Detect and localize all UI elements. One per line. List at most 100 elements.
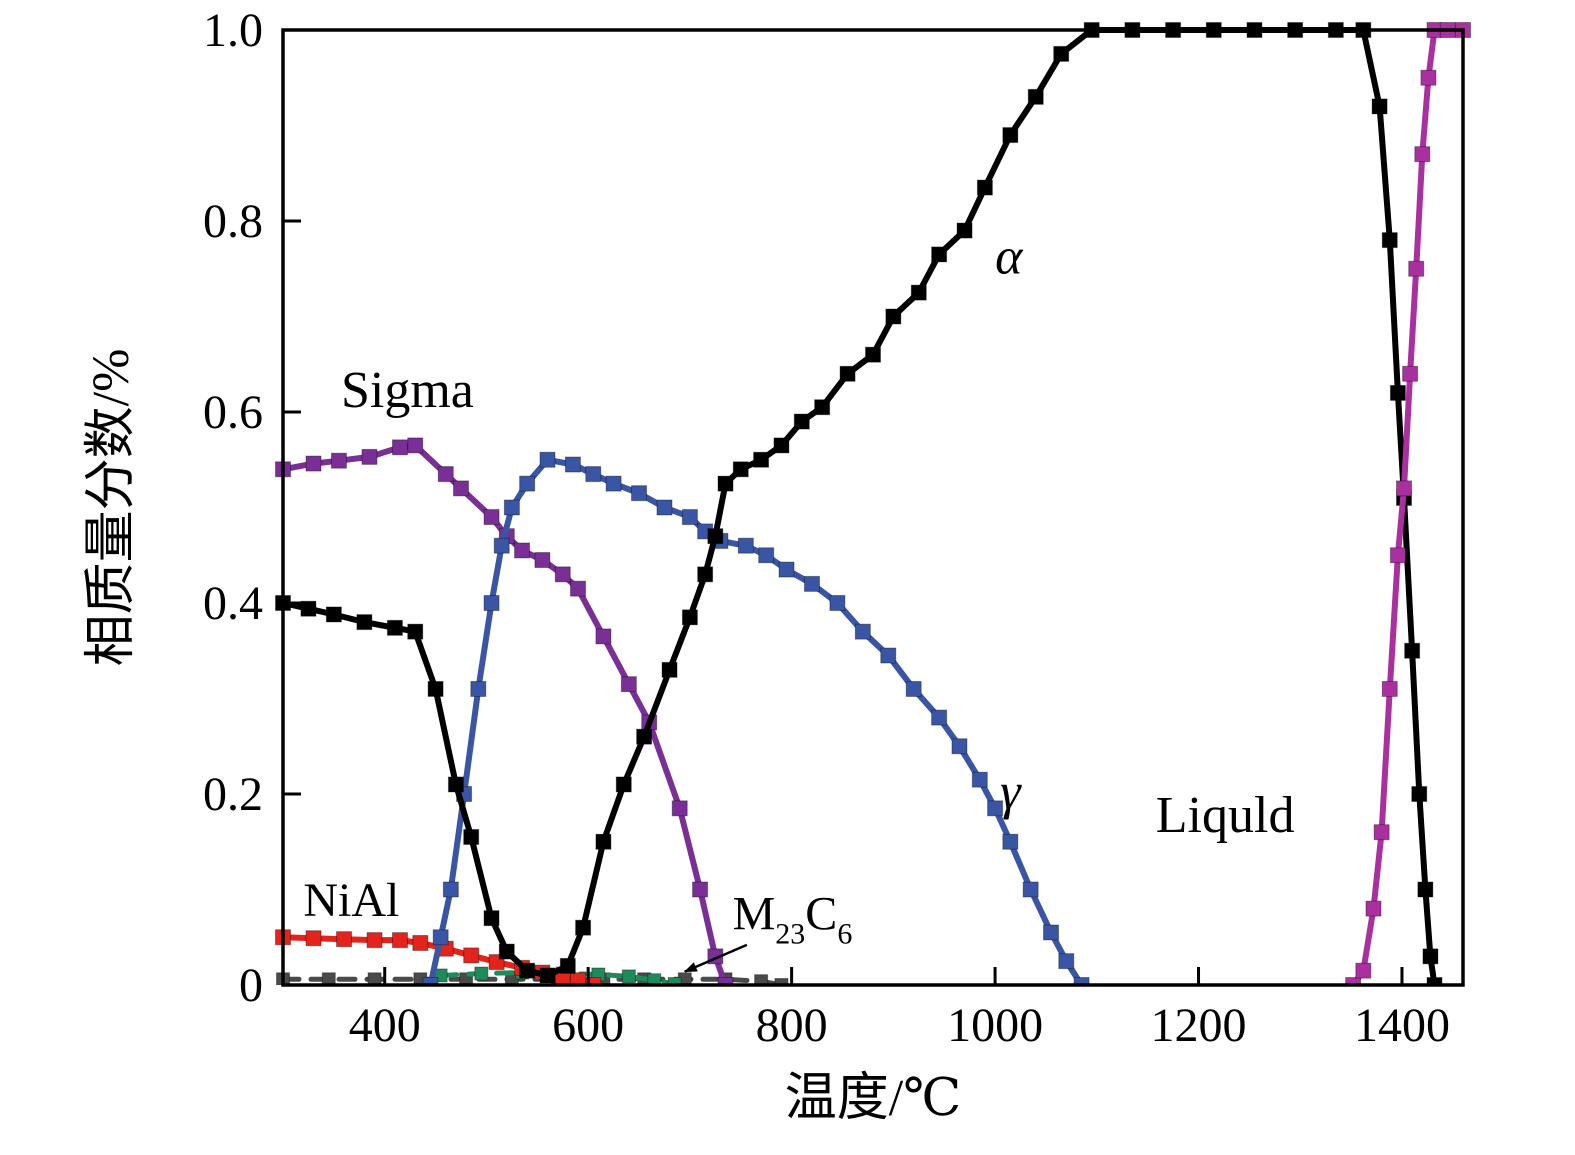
series-sigma <box>275 437 734 985</box>
marker-alpha <box>865 346 881 363</box>
marker-gamma <box>1073 977 1090 985</box>
x-tick-label: 1200 <box>1151 999 1247 1052</box>
marker-alpha <box>519 962 536 979</box>
x-tick-label: 1400 <box>1354 999 1450 1052</box>
marker-alpha <box>976 179 993 196</box>
marker-gamma <box>803 575 820 592</box>
marker-nial <box>336 931 353 948</box>
marker-gamma <box>585 466 602 483</box>
marker-alpha <box>707 528 724 545</box>
nial-label: NiAl <box>303 874 399 927</box>
marker-alpha <box>1404 642 1421 659</box>
marker-alpha <box>1002 127 1019 144</box>
marker-gamma <box>564 456 581 473</box>
marker-gamma <box>503 499 520 516</box>
marker-alpha <box>1417 881 1434 898</box>
marker-gamma <box>656 499 673 516</box>
y-axis: 0 0.2 0.4 0.6 0.8 1.0 <box>203 4 301 1012</box>
marker-gamma <box>422 977 439 985</box>
x-tick-label: 400 <box>349 999 421 1052</box>
m23c6-label-arrow <box>683 943 748 973</box>
marker-green_dashed <box>621 969 636 984</box>
marker-gamma <box>519 475 536 492</box>
marker-gamma <box>880 647 897 664</box>
marker-liquid <box>1345 977 1362 985</box>
marker-alpha <box>447 776 464 793</box>
marker-gamma <box>931 709 948 726</box>
marker-sigma <box>620 676 637 693</box>
marker-liquid <box>1408 260 1425 277</box>
marker-sigma <box>692 881 709 898</box>
marker-green_dashed <box>647 973 662 985</box>
marker-gamma <box>442 881 459 898</box>
marker-sigma <box>453 480 470 497</box>
marker-liquid <box>1414 146 1431 163</box>
marker-alpha <box>407 623 424 640</box>
marker-sigma <box>514 542 531 559</box>
x-tick-label: 800 <box>756 999 828 1052</box>
x-axis-title: 温度/℃ <box>785 1070 962 1127</box>
marker-nial <box>585 977 602 985</box>
marker-gamma <box>987 800 1004 817</box>
marker-gamma <box>432 929 449 946</box>
marker-alpha <box>661 661 678 678</box>
marker-gamma <box>539 451 556 468</box>
marker-alpha <box>956 222 973 239</box>
marker-gamma <box>1043 924 1060 941</box>
marker-alpha <box>300 600 317 617</box>
marker-m23c6 <box>321 972 336 985</box>
marker-liquid <box>1420 69 1437 86</box>
marker-nial <box>463 947 480 964</box>
m23c6-label: M23C6 <box>733 888 853 951</box>
marker-gamma <box>951 738 968 755</box>
marker-gamma <box>854 623 871 640</box>
marker-alpha <box>1426 977 1443 985</box>
marker-liquid <box>1396 480 1412 497</box>
marker-gamma <box>737 537 754 554</box>
marker-alpha <box>773 437 790 454</box>
y-tick-label: 0.4 <box>203 577 263 630</box>
y-tick-label: 0 <box>239 959 263 1012</box>
marker-alpha <box>697 566 714 583</box>
alpha-label: α <box>995 229 1024 286</box>
marker-alpha <box>732 461 749 478</box>
marker-sigma <box>391 439 408 456</box>
marker-gamma <box>1002 833 1019 850</box>
y-tick-label: 1.0 <box>203 4 263 57</box>
marker-gamma <box>905 680 922 697</box>
marker-alpha <box>885 308 902 325</box>
marker-alpha <box>427 680 444 697</box>
marker-sigma <box>437 466 454 483</box>
gamma-label: γ <box>1000 763 1022 820</box>
marker-gamma <box>758 547 775 564</box>
marker-alpha <box>753 451 770 468</box>
marker-alpha <box>498 943 515 960</box>
marker-gamma <box>1058 953 1075 970</box>
marker-gamma <box>971 771 988 788</box>
marker-nial <box>412 934 429 951</box>
sigma-label: Sigma <box>341 362 474 419</box>
marker-sigma <box>570 580 586 597</box>
marker-alpha <box>575 919 592 936</box>
annotations-layer: Sigma NiAl M23C6 α γ Liquld <box>303 229 1294 973</box>
marker-alpha <box>839 365 856 382</box>
marker-gamma <box>778 561 795 578</box>
marker-liquid <box>1365 900 1382 917</box>
marker-liquid <box>1355 962 1372 979</box>
marker-alpha <box>717 475 734 492</box>
x-tick-label: 600 <box>552 999 624 1052</box>
marker-alpha <box>681 609 698 626</box>
marker-sigma <box>305 455 322 472</box>
marker-green_dashed <box>474 966 489 981</box>
marker-alpha <box>615 776 632 793</box>
marker-alpha <box>1371 98 1388 115</box>
marker-alpha <box>1027 88 1044 105</box>
marker-gamma <box>605 475 622 492</box>
marker-nial <box>305 930 322 947</box>
marker-gamma <box>829 595 846 611</box>
marker-alpha <box>559 957 576 974</box>
marker-alpha <box>1389 384 1406 401</box>
marker-m23c6 <box>774 978 789 985</box>
